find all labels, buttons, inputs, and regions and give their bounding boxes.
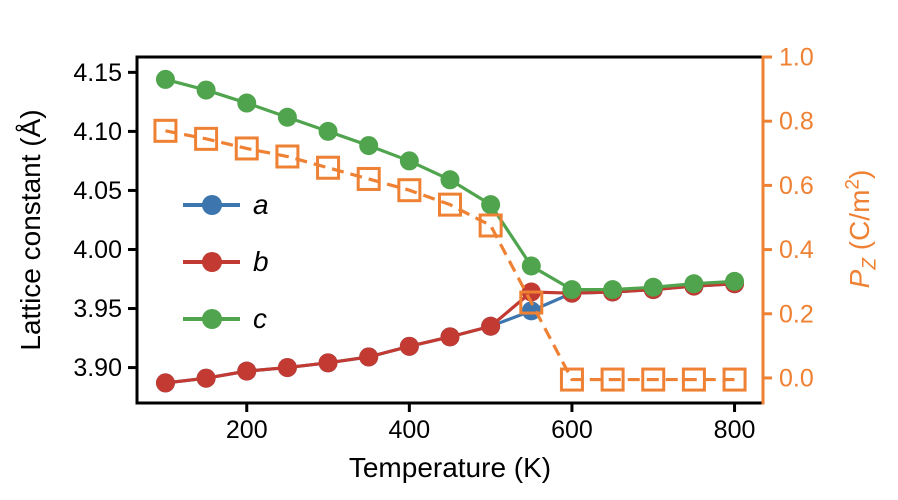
pz-symbol: P — [843, 269, 875, 289]
series-Pz-marker — [316, 155, 341, 180]
legend-line-c — [183, 308, 240, 329]
series-Pz-marker — [153, 118, 178, 143]
series-Pz-marker — [641, 367, 666, 392]
x-tick-label: 400 — [388, 416, 430, 444]
series-c-marker — [277, 107, 297, 127]
series-c-marker — [603, 280, 623, 300]
series-c-marker — [521, 256, 541, 276]
series-c-marker — [440, 170, 460, 190]
pz-subscript: Z — [859, 258, 881, 270]
series-c-marker — [196, 80, 216, 100]
x-tick-label: 800 — [714, 416, 756, 444]
y-axis-label-right: PZ (C/m2) — [843, 170, 882, 289]
y-axis-label-left: Lattice constant (Å) — [15, 109, 46, 351]
series-c-marker — [359, 136, 379, 156]
series-c-marker — [318, 121, 338, 141]
series-c-marker — [155, 69, 175, 89]
x-tick-label: 200 — [226, 416, 268, 444]
series-b-marker — [196, 368, 216, 388]
series-c-marker — [481, 195, 501, 215]
y-right-tick-label: 0.0 — [779, 364, 814, 392]
series-Pz-marker — [275, 144, 300, 169]
series-b-marker — [318, 353, 338, 373]
y-right-tick-label: 0.4 — [779, 236, 814, 264]
series-Pz-marker — [397, 178, 422, 203]
legend: a b c — [183, 189, 269, 361]
series-Pz-marker — [600, 367, 625, 392]
y-left-tick-label: 4.00 — [73, 236, 122, 264]
legend-circle-marker-b — [201, 251, 222, 272]
x-axis-label: Temperature (K) — [348, 452, 552, 483]
series-c-marker — [399, 151, 419, 171]
series-Pz-line — [165, 129, 735, 382]
y-right-tick-label: 0.6 — [779, 172, 814, 200]
series-c-marker — [684, 274, 704, 294]
series-b-marker — [155, 373, 175, 393]
series-b-marker — [237, 361, 257, 381]
y-left-tick-label: 3.90 — [73, 354, 122, 382]
legend-item-a: a — [183, 189, 269, 220]
y-left-tick-label: 4.15 — [73, 59, 122, 87]
series-Pz-marker — [438, 192, 462, 217]
series-b-marker — [440, 327, 460, 347]
y-left-tick-label: 4.05 — [73, 177, 122, 205]
y-right-tick-label: 0.2 — [779, 300, 814, 328]
series-Pz-marker — [234, 136, 259, 161]
legend-label-b: b — [253, 246, 269, 277]
series-c-marker — [643, 277, 663, 297]
pz-unit-exponent: 2 — [842, 178, 864, 190]
legend-item-c: c — [183, 303, 269, 334]
series-a-marker — [521, 301, 541, 321]
y-right-tick-label: 0.8 — [779, 108, 814, 136]
series-b-marker — [481, 316, 501, 336]
legend-label-c: c — [253, 303, 267, 334]
series-Pz-marker — [681, 367, 706, 392]
y-left-tick-label: 4.10 — [73, 118, 122, 146]
series-c-marker — [562, 280, 582, 300]
series-b-marker — [359, 347, 379, 367]
series-Pz-marker — [559, 367, 584, 392]
series-c-marker — [725, 271, 745, 291]
series-Pz-marker — [722, 367, 747, 392]
legend-circle-marker-a — [201, 194, 222, 215]
series-Pz-marker — [478, 213, 503, 238]
y-left-tick-label: 3.95 — [73, 295, 122, 323]
series-Pz-marker — [194, 126, 219, 151]
x-tick-label: 600 — [551, 416, 593, 444]
series-b-marker — [277, 358, 297, 378]
legend-item-b: b — [183, 246, 269, 277]
y-right-tick-label: 1.0 — [779, 44, 814, 72]
legend-line-b — [183, 251, 240, 272]
legend-label-a: a — [253, 189, 269, 220]
pz-unit-close: ) — [843, 169, 875, 179]
series-c-marker — [237, 93, 257, 113]
series-Pz-marker — [356, 166, 381, 191]
series-b-marker — [399, 336, 419, 356]
legend-line-a — [183, 194, 240, 215]
pz-unit-open: (C/m — [843, 189, 875, 259]
series-Pz-marker — [519, 290, 544, 315]
legend-circle-marker-c — [201, 308, 222, 329]
